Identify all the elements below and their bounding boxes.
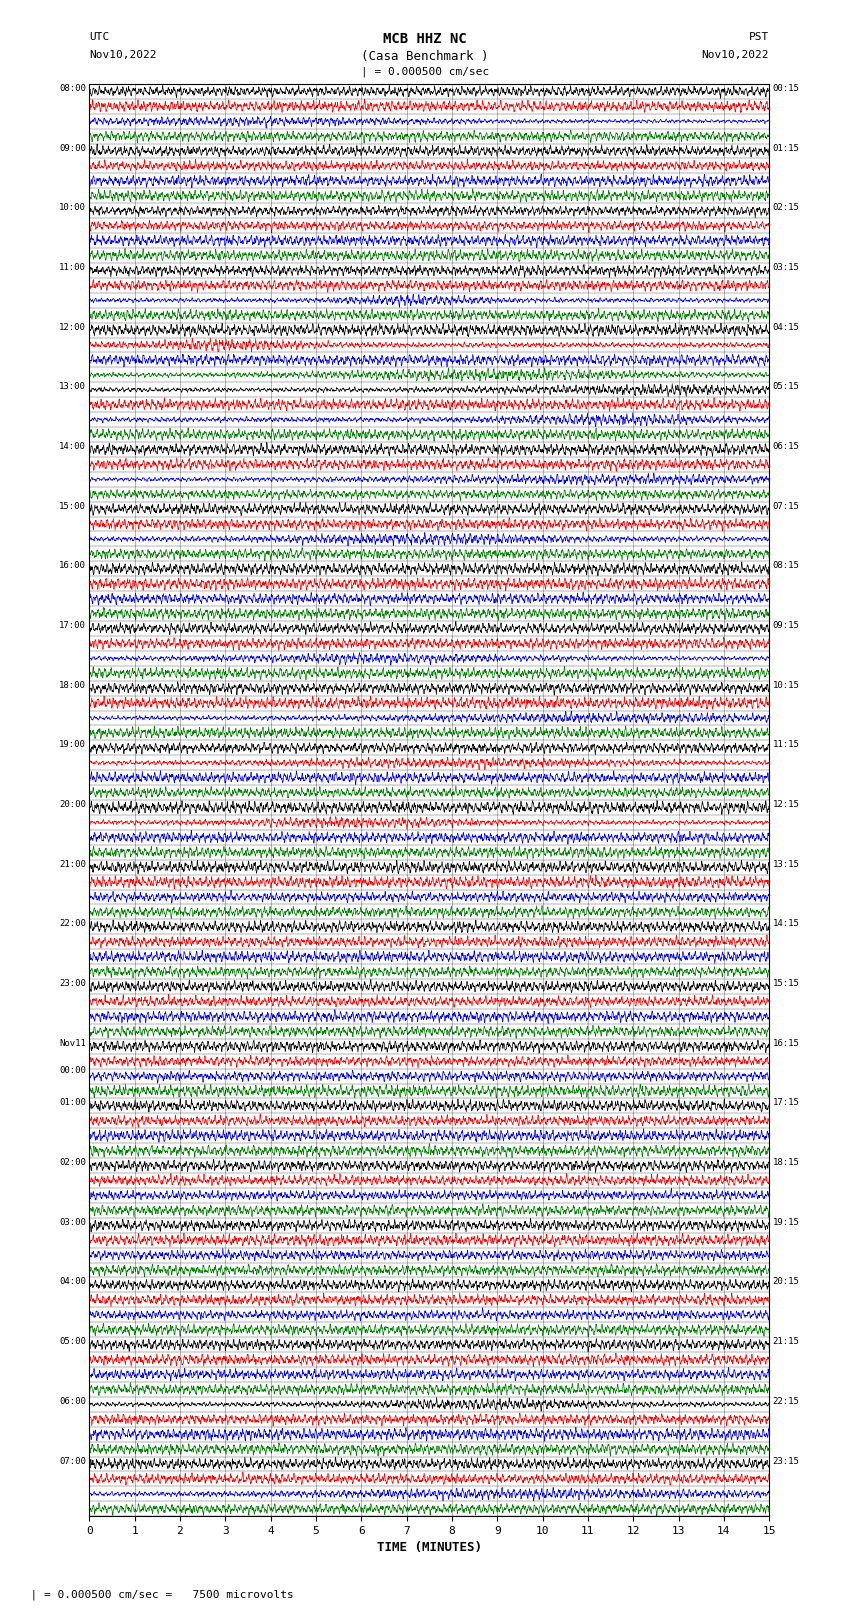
Text: Nov10,2022: Nov10,2022 [89,50,156,60]
Text: 22:00: 22:00 [59,919,86,929]
Text: 09:15: 09:15 [773,621,800,631]
Text: 14:15: 14:15 [773,919,800,929]
Text: | = 0.000500 cm/sec =   7500 microvolts: | = 0.000500 cm/sec = 7500 microvolts [17,1589,294,1600]
Text: 01:00: 01:00 [59,1098,86,1108]
Text: 14:00: 14:00 [59,442,86,452]
Text: 00:15: 00:15 [773,84,800,94]
Text: 19:00: 19:00 [59,740,86,750]
Text: Nov10,2022: Nov10,2022 [702,50,769,60]
Text: 16:00: 16:00 [59,561,86,571]
Text: 11:15: 11:15 [773,740,800,750]
Text: 06:00: 06:00 [59,1397,86,1407]
Text: 06:15: 06:15 [773,442,800,452]
Text: 08:15: 08:15 [773,561,800,571]
Text: 05:15: 05:15 [773,382,800,392]
Text: 18:00: 18:00 [59,681,86,690]
Text: 17:15: 17:15 [773,1098,800,1108]
Text: 11:00: 11:00 [59,263,86,273]
Text: 10:00: 10:00 [59,203,86,213]
Text: 09:00: 09:00 [59,144,86,153]
Text: 18:15: 18:15 [773,1158,800,1168]
X-axis label: TIME (MINUTES): TIME (MINUTES) [377,1542,482,1555]
Text: 20:00: 20:00 [59,800,86,810]
Text: 02:00: 02:00 [59,1158,86,1168]
Text: UTC: UTC [89,32,110,42]
Text: 19:15: 19:15 [773,1218,800,1227]
Text: 04:00: 04:00 [59,1277,86,1287]
Text: 21:00: 21:00 [59,860,86,869]
Text: MCB HHZ NC: MCB HHZ NC [383,32,467,47]
Text: 04:15: 04:15 [773,323,800,332]
Text: 01:15: 01:15 [773,144,800,153]
Text: 03:00: 03:00 [59,1218,86,1227]
Text: 05:00: 05:00 [59,1337,86,1347]
Text: 13:00: 13:00 [59,382,86,392]
Text: 20:15: 20:15 [773,1277,800,1287]
Text: 22:15: 22:15 [773,1397,800,1407]
Text: 07:00: 07:00 [59,1457,86,1466]
Text: 12:00: 12:00 [59,323,86,332]
Text: Nov11: Nov11 [59,1039,86,1048]
Text: 08:00: 08:00 [59,84,86,94]
Text: 15:15: 15:15 [773,979,800,989]
Text: 07:15: 07:15 [773,502,800,511]
Text: PST: PST [749,32,769,42]
Text: 23:15: 23:15 [773,1457,800,1466]
Text: 03:15: 03:15 [773,263,800,273]
Text: 12:15: 12:15 [773,800,800,810]
Text: 17:00: 17:00 [59,621,86,631]
Text: 23:00: 23:00 [59,979,86,989]
Text: (Casa Benchmark ): (Casa Benchmark ) [361,50,489,63]
Text: 16:15: 16:15 [773,1039,800,1048]
Text: 00:00: 00:00 [59,1066,86,1074]
Text: 21:15: 21:15 [773,1337,800,1347]
Text: 15:00: 15:00 [59,502,86,511]
Text: 10:15: 10:15 [773,681,800,690]
Text: 13:15: 13:15 [773,860,800,869]
Text: 02:15: 02:15 [773,203,800,213]
Text: | = 0.000500 cm/sec: | = 0.000500 cm/sec [361,66,489,77]
